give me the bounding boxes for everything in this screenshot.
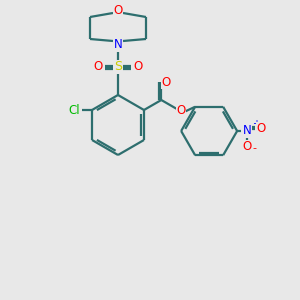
Text: N: N [243, 124, 251, 137]
Text: O: O [162, 76, 171, 88]
Text: O: O [134, 61, 142, 74]
Text: Cl: Cl [68, 103, 80, 116]
Text: O: O [242, 140, 252, 154]
Text: O: O [113, 4, 123, 17]
Text: N: N [114, 38, 122, 52]
Text: O: O [93, 61, 103, 74]
Text: O: O [176, 104, 185, 118]
Text: O: O [256, 122, 266, 136]
Text: -: - [252, 143, 256, 153]
Text: S: S [114, 61, 122, 74]
Text: +: + [252, 119, 260, 129]
